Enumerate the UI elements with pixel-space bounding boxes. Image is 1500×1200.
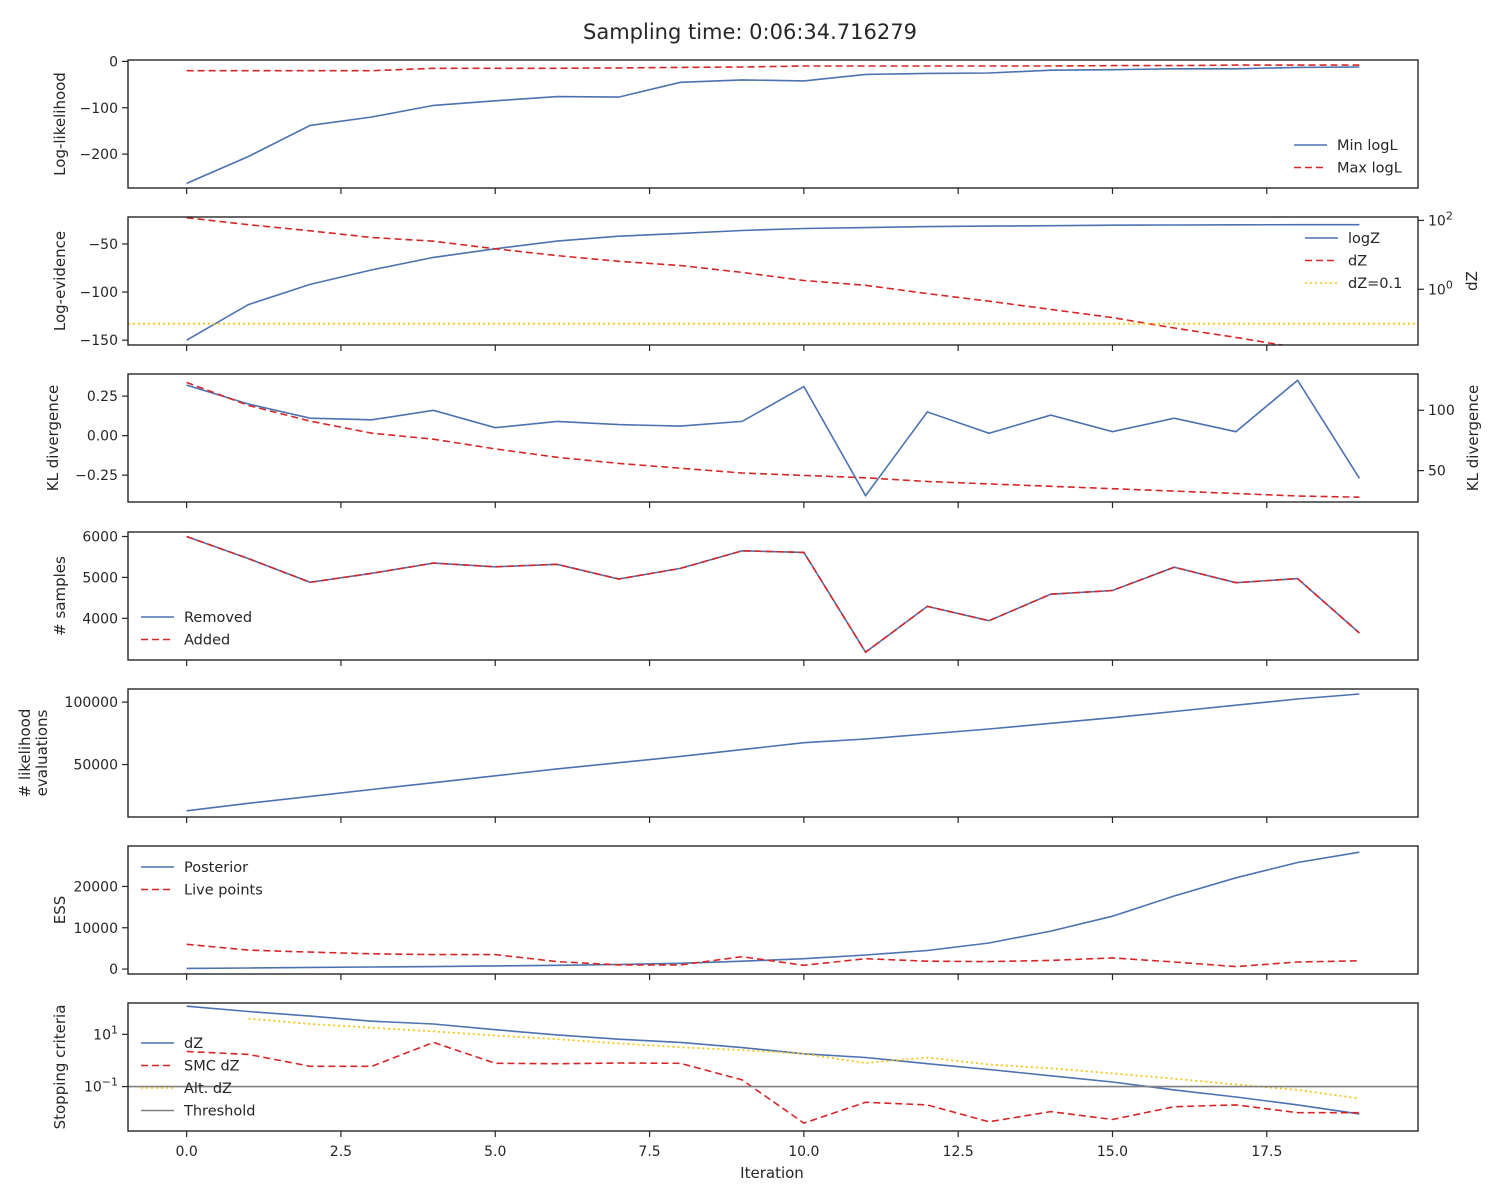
legend-label: SMC dZ <box>184 1059 240 1075</box>
y-axis-label: Log-evidence <box>51 231 69 331</box>
series-2 <box>186 381 1360 498</box>
y-tick-label: 10000 <box>73 921 118 937</box>
y-tick-label: −0.25 <box>75 468 118 484</box>
series-group <box>186 535 1360 654</box>
right-y-tick-label: 102 <box>1428 209 1453 230</box>
series-dz <box>186 1005 1360 1115</box>
subplot-2: −50 −100 −150 102 100 Log-evidence dZ logZ dZ dZ=… <box>51 209 1481 351</box>
right-y-tick-label: 100 <box>1428 403 1455 419</box>
y-tick-label: 20000 <box>73 879 118 895</box>
x-tick-label: 17.5 <box>1251 1144 1282 1160</box>
x-tick-label: 0.0 <box>176 1144 198 1160</box>
y-axis-label: Log-likelihood <box>51 72 69 176</box>
x-axis-label: Iteration <box>740 1164 804 1182</box>
series-group <box>186 64 1360 185</box>
series-1 <box>186 693 1360 812</box>
series-max-logl <box>186 64 1360 72</box>
legend-label: Alt. dZ <box>184 1081 232 1097</box>
legend-label: dZ <box>1348 254 1367 270</box>
y-tick-label: 4000 <box>82 611 118 627</box>
x-tick-label: 7.5 <box>638 1144 660 1160</box>
subplot-6: 20000 10000 0 ESS Posterior Live points <box>51 845 1419 980</box>
legend: dZ SMC dZ Alt. dZ Threshold <box>141 1036 255 1120</box>
axes-frame <box>127 1002 1419 1132</box>
series-group <box>186 693 1360 812</box>
y-axis-label: KL divergence <box>44 385 62 491</box>
x-tick-label: 10.0 <box>788 1144 819 1160</box>
subplot-4: 6000 5000 4000 # samples Removed Added <box>51 529 1419 666</box>
axes-frame <box>127 216 1419 346</box>
y-axis-label: # likelihood <box>16 709 34 798</box>
y-axis-label-line2: evaluations <box>33 709 51 796</box>
y-axis-label: # samples <box>51 556 69 636</box>
series-min-logl <box>186 66 1360 185</box>
x-tick-label: 2.5 <box>330 1144 352 1160</box>
subplot-3: 0.25 0.00 −0.25 100 50 KL divergence KL diverg… <box>44 373 1482 508</box>
y-tick-label: 5000 <box>82 570 118 586</box>
x-tick-label: 12.5 <box>943 1144 974 1160</box>
subplot-1: 0 −100 −200 Log-likelihood Min logL Max logL <box>51 54 1419 194</box>
series-1 <box>186 379 1361 498</box>
legend-label: Posterior <box>184 860 248 876</box>
y-tick-label: −100 <box>80 285 118 301</box>
legend-label: dZ <box>184 1036 203 1052</box>
axes-frame <box>127 59 1419 189</box>
series-smc-dz <box>186 1041 1360 1124</box>
axes-frame <box>127 845 1419 975</box>
series-live-points <box>186 943 1360 968</box>
axes-frame <box>127 688 1419 818</box>
y-tick-label: 0.25 <box>87 389 118 405</box>
figure-title: Sampling time: 0:06:34.716279 <box>583 20 917 44</box>
subplot-7: 101 10−1 Stopping criteria dZ SMC dZ Alt. dZ T… <box>51 1002 1419 1182</box>
legend-label: Removed <box>184 610 252 626</box>
legend-label: Max logL <box>1337 161 1402 177</box>
right-y-tick-label: 50 <box>1428 464 1446 480</box>
legend-label: Threshold <box>183 1104 255 1120</box>
legend-label: Live points <box>184 883 263 899</box>
y-tick-label: 0 <box>109 962 118 978</box>
series-dz <box>186 217 1287 345</box>
series-alt-dz <box>248 1017 1360 1100</box>
legend: Posterior Live points <box>141 860 263 899</box>
legend-label: dZ=0.1 <box>1348 276 1402 292</box>
right-y-axis-label: dZ <box>1463 271 1481 291</box>
series-group <box>128 1005 1418 1124</box>
legend-label: logZ <box>1348 231 1380 247</box>
y-tick-label: 6000 <box>82 529 118 545</box>
y-axis-label: Stopping criteria <box>51 1005 69 1130</box>
y-axis-label: ESS <box>51 896 69 925</box>
legend-label: Added <box>184 633 230 649</box>
x-tick-label: 5.0 <box>484 1144 506 1160</box>
legend: Min logL Max logL <box>1294 138 1402 177</box>
axes-frame <box>127 531 1419 661</box>
y-tick-label: 0.00 <box>87 429 118 445</box>
y-tick-label: 0 <box>109 54 118 70</box>
y-tick-label: 50000 <box>73 758 118 774</box>
axes-frame <box>127 373 1419 503</box>
y-tick-label: −200 <box>80 147 118 163</box>
y-tick-label: 101 <box>93 1023 118 1044</box>
y-tick-label: 10−1 <box>84 1075 118 1096</box>
y-tick-label: −150 <box>80 333 118 349</box>
right-y-axis-label: KL divergence <box>1464 385 1482 491</box>
series-posterior <box>186 851 1360 970</box>
legend: Removed Added <box>141 610 252 649</box>
y-tick-label: 100000 <box>65 695 118 711</box>
legend-label: Min logL <box>1337 138 1398 154</box>
series-group <box>186 851 1360 970</box>
series-group <box>186 379 1361 498</box>
series-added <box>186 535 1360 654</box>
subplot-5: 100000 50000 # likelihood evaluations <box>16 688 1419 823</box>
legend: logZ dZ dZ=0.1 <box>1305 231 1402 292</box>
series-group <box>128 217 1418 345</box>
y-tick-label: −100 <box>80 101 118 117</box>
series-logz <box>186 223 1360 341</box>
x-tick-label: 15.0 <box>1097 1144 1128 1160</box>
y-tick-label: −50 <box>88 237 118 253</box>
right-y-tick-label: 100 <box>1428 278 1453 299</box>
series-removed <box>186 535 1360 654</box>
